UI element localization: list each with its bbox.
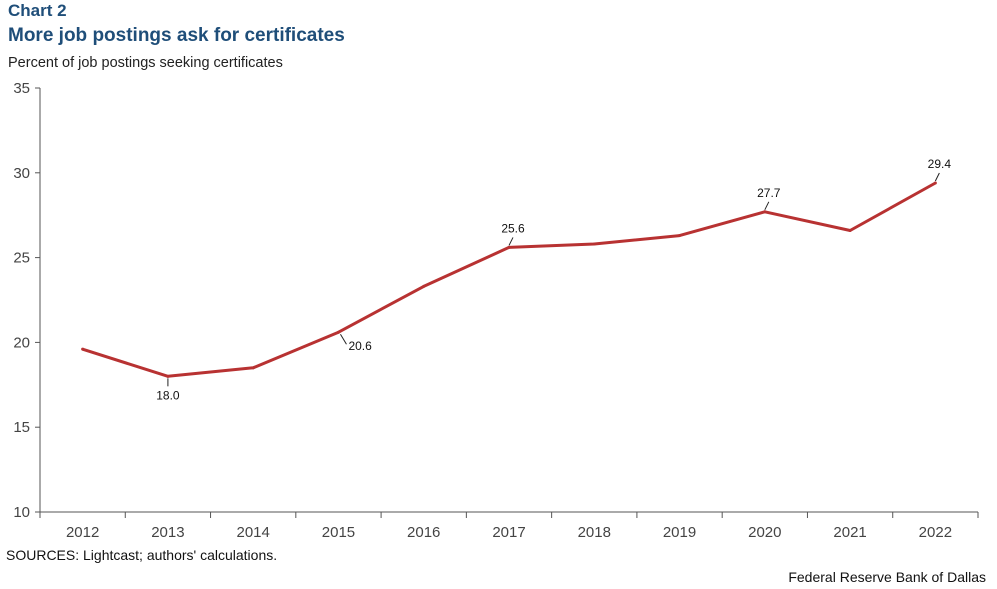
data-label-leader (764, 201, 770, 211)
data-point (251, 366, 255, 370)
data-label-leader (508, 237, 514, 246)
y-tick-labels: 10 15 20 25 30 35 (13, 80, 30, 521)
data-label-leader (340, 333, 347, 345)
chart-number: Chart 2 (8, 1, 67, 20)
data-point (336, 330, 340, 334)
y-tick-label: 15 (13, 419, 30, 436)
x-tick-label: 2012 (66, 524, 99, 541)
x-tick-label: 2018 (578, 524, 611, 541)
data-point (933, 181, 937, 185)
data-point (678, 234, 682, 238)
series-group (81, 181, 937, 378)
data-point (763, 210, 767, 214)
data-point (848, 228, 852, 232)
x-tick-label: 2022 (919, 524, 952, 541)
data-label-leader (934, 172, 940, 182)
data-label: 20.6 (348, 339, 372, 353)
data-label-group: 18.0 20.6 25.6 27.7 29.4 (156, 157, 951, 402)
axes (35, 87, 979, 518)
data-point (592, 242, 596, 246)
x-tick-label: 2019 (663, 524, 696, 541)
sources-note: SOURCES: Lightcast; authors' calculation… (6, 547, 278, 563)
y-tick-label: 35 (13, 80, 30, 97)
y-tick-label: 30 (13, 165, 30, 182)
y-tick-label: 20 (13, 334, 30, 351)
x-tick-label: 2013 (151, 524, 184, 541)
data-point (166, 374, 170, 378)
data-label: 18.0 (156, 388, 180, 402)
data-label: 27.7 (757, 186, 781, 200)
y-axis-label: Percent of job postings seeking certific… (8, 55, 283, 71)
data-point (507, 245, 511, 249)
x-tick-label: 2014 (236, 524, 269, 541)
x-tick-label: 2017 (492, 524, 525, 541)
credit-note: Federal Reserve Bank of Dallas (788, 569, 986, 585)
x-tick-label: 2015 (322, 524, 355, 541)
x-tick-label: 2021 (833, 524, 866, 541)
data-label: 29.4 (928, 157, 952, 171)
x-tick-label: 2020 (748, 524, 781, 541)
data-label: 25.6 (501, 221, 525, 235)
y-tick-label: 10 (13, 504, 30, 521)
x-tick-label: 2016 (407, 524, 440, 541)
data-point (81, 347, 85, 351)
y-tick-label: 25 (13, 250, 30, 267)
series-line (82, 181, 937, 378)
x-tick-labels: 2012 2013 2014 2015 2016 2017 2018 2019 2020 2021… (66, 524, 952, 541)
data-point (422, 284, 426, 288)
chart-title: More job postings ask for certificates (8, 25, 345, 46)
